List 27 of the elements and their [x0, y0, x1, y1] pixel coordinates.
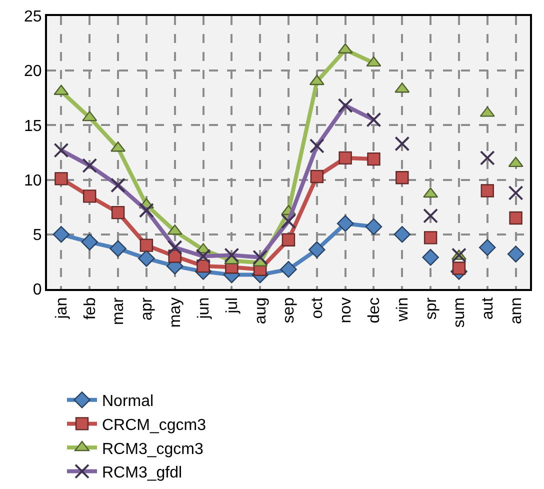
x-tick-label: spr [422, 296, 440, 320]
y-tick-label: 15 [24, 118, 42, 135]
x-tick-label: jun [195, 297, 212, 320]
legend-label: RCM3_gfdl [102, 464, 182, 482]
x-tick-label: jul [224, 297, 241, 314]
x-tick-label: aug [252, 297, 270, 324]
y-tick-label: 25 [24, 8, 42, 26]
x-tick-label: mar [110, 296, 128, 325]
x-tick-label: ann [508, 297, 525, 324]
y-tick-label: 20 [24, 63, 42, 80]
x-tick-label: dec [366, 297, 383, 324]
x-tick-label: oct [309, 296, 326, 319]
y-tick-label: 10 [24, 172, 42, 190]
legend-label: CRCM_cgcm3 [102, 416, 206, 434]
legend-label: RCM3_cgcm3 [102, 440, 204, 458]
x-tick-label: win [394, 297, 412, 322]
x-tick-label: may [167, 297, 184, 328]
y-tick-label: 5 [32, 227, 42, 244]
y-tick-label: 0 [32, 282, 42, 299]
x-tick-label: sep [280, 297, 298, 324]
x-tick-label: jan [53, 297, 70, 320]
x-tick-label: feb [82, 297, 99, 320]
legend-label: Normal [102, 393, 154, 410]
x-tick-label: aut [480, 296, 497, 320]
x-tick-label: sum [451, 297, 468, 328]
x-tick-label: apr [138, 296, 156, 321]
x-tick-label: nov [338, 297, 355, 324]
